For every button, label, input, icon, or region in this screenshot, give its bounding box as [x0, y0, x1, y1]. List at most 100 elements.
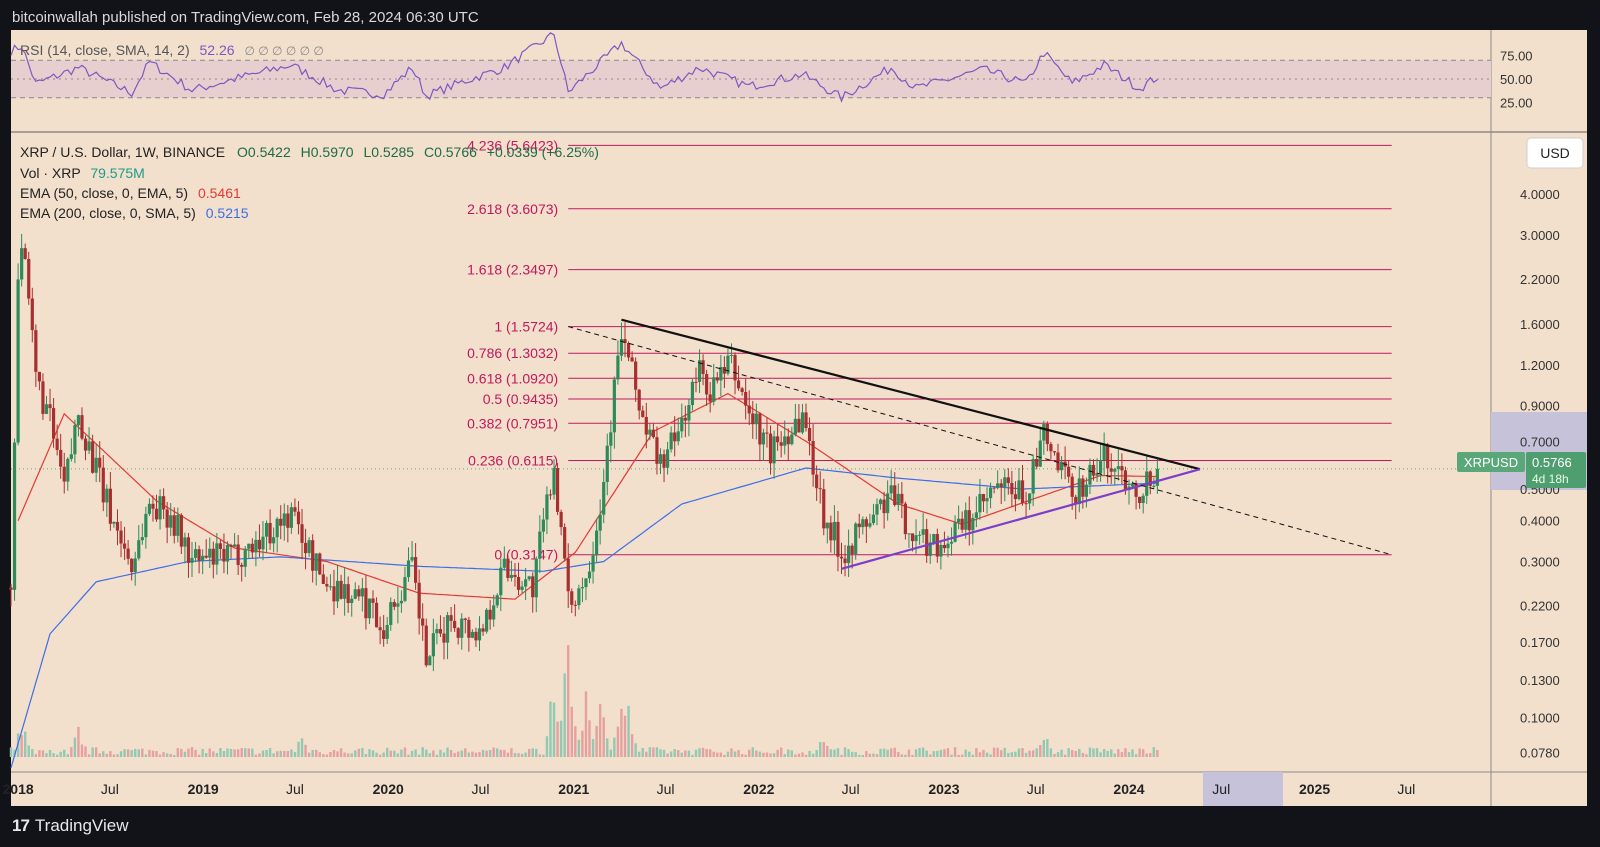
candle [477, 616, 482, 651]
plot-background [11, 30, 1491, 806]
rsi-legend-name: RSI (14, close, SMA, 14, 2) [20, 42, 190, 58]
time-tick-label: Jul [472, 781, 490, 797]
volume-bar [801, 752, 804, 757]
candle-body [960, 518, 964, 530]
candle-body [1152, 485, 1156, 487]
price-tick-label: 0.4000 [1520, 514, 1560, 529]
volume-bar [503, 749, 506, 757]
candle-body [1035, 459, 1039, 467]
candle-body [854, 523, 858, 555]
ohlc-close: C0.5766 [424, 144, 477, 160]
candle [314, 553, 318, 586]
volume-bar [59, 751, 62, 757]
volume-bar [1042, 739, 1046, 757]
candle [48, 388, 52, 422]
volume-bar [577, 739, 581, 757]
volume-bar [176, 748, 180, 757]
ema50-value: 0.5461 [198, 185, 241, 201]
volume-bar [985, 752, 989, 757]
volume-bar [563, 673, 566, 757]
candle-body [282, 513, 286, 526]
candle-body [910, 533, 915, 542]
candle [694, 367, 698, 393]
volume-bar [840, 754, 843, 757]
volume-bar [226, 748, 229, 757]
candle-body [176, 515, 180, 536]
candle-body [893, 485, 897, 506]
volume-bar [467, 752, 471, 757]
volume-bar [733, 751, 737, 757]
trendlines[interactable] [568, 318, 1392, 570]
candle [1010, 470, 1014, 508]
candle [300, 508, 304, 560]
candle-body [34, 330, 38, 372]
volume-bar [787, 749, 790, 757]
volume-bar [222, 751, 226, 757]
volume-bar [932, 751, 935, 757]
volume-bar [144, 754, 148, 757]
candle-body [545, 494, 549, 520]
candle [456, 627, 460, 645]
candle [470, 629, 474, 639]
candle-body [1120, 466, 1124, 471]
candle-body [222, 548, 226, 562]
volume-bar [957, 754, 960, 757]
candle-body [516, 577, 521, 590]
candle-body [16, 279, 20, 443]
volume-bar [446, 747, 449, 757]
volume-bar [737, 749, 740, 757]
candle-body [584, 578, 588, 588]
candle-body [949, 541, 954, 544]
candle [449, 606, 453, 632]
candle [612, 376, 616, 449]
candle-body [729, 354, 734, 356]
candle-body [48, 404, 52, 409]
volume-bar [496, 748, 499, 757]
candle-body [694, 381, 698, 383]
ohlc-change: +0.0339 (+6.25%) [487, 144, 599, 160]
ohlc-high: H0.5970 [301, 144, 354, 160]
volume-bar [208, 748, 211, 757]
volume-bar [453, 753, 456, 757]
candle [23, 243, 27, 260]
volume-bar [488, 750, 492, 757]
candle-body [1020, 480, 1025, 504]
candle [854, 522, 858, 560]
volume-bar [858, 754, 861, 757]
time-tick-label: 2023 [928, 781, 959, 797]
candle [27, 251, 31, 305]
currency-badge[interactable] [1526, 137, 1584, 169]
candle-body [264, 522, 269, 537]
candle-body [616, 355, 620, 380]
candle [595, 518, 599, 564]
candle-body [190, 557, 194, 563]
volume-bar [641, 747, 644, 757]
candle [325, 576, 329, 592]
volume-bar [606, 738, 609, 757]
tradingview-logo-icon: 17 [12, 815, 30, 835]
volume-bar [1021, 747, 1024, 757]
candle-body [229, 544, 233, 547]
candle-body [105, 488, 109, 503]
candle [1049, 441, 1053, 460]
candle [98, 441, 102, 483]
candle-body [421, 618, 425, 626]
candle [715, 372, 719, 384]
candle [257, 524, 262, 558]
candle-body [744, 391, 748, 406]
candle-body [857, 523, 861, 528]
volume-bar [1039, 744, 1042, 757]
candle [94, 443, 98, 483]
volume-bar [833, 749, 836, 757]
candle [435, 623, 439, 645]
candle [247, 543, 251, 559]
candle-body [1102, 444, 1106, 461]
candle [587, 561, 592, 584]
volume-bar [847, 749, 850, 757]
candle-body [94, 457, 98, 473]
price-tick-label: 0.2200 [1520, 598, 1560, 613]
candle-body [357, 589, 361, 597]
candle [154, 494, 159, 522]
candle [1024, 491, 1028, 519]
